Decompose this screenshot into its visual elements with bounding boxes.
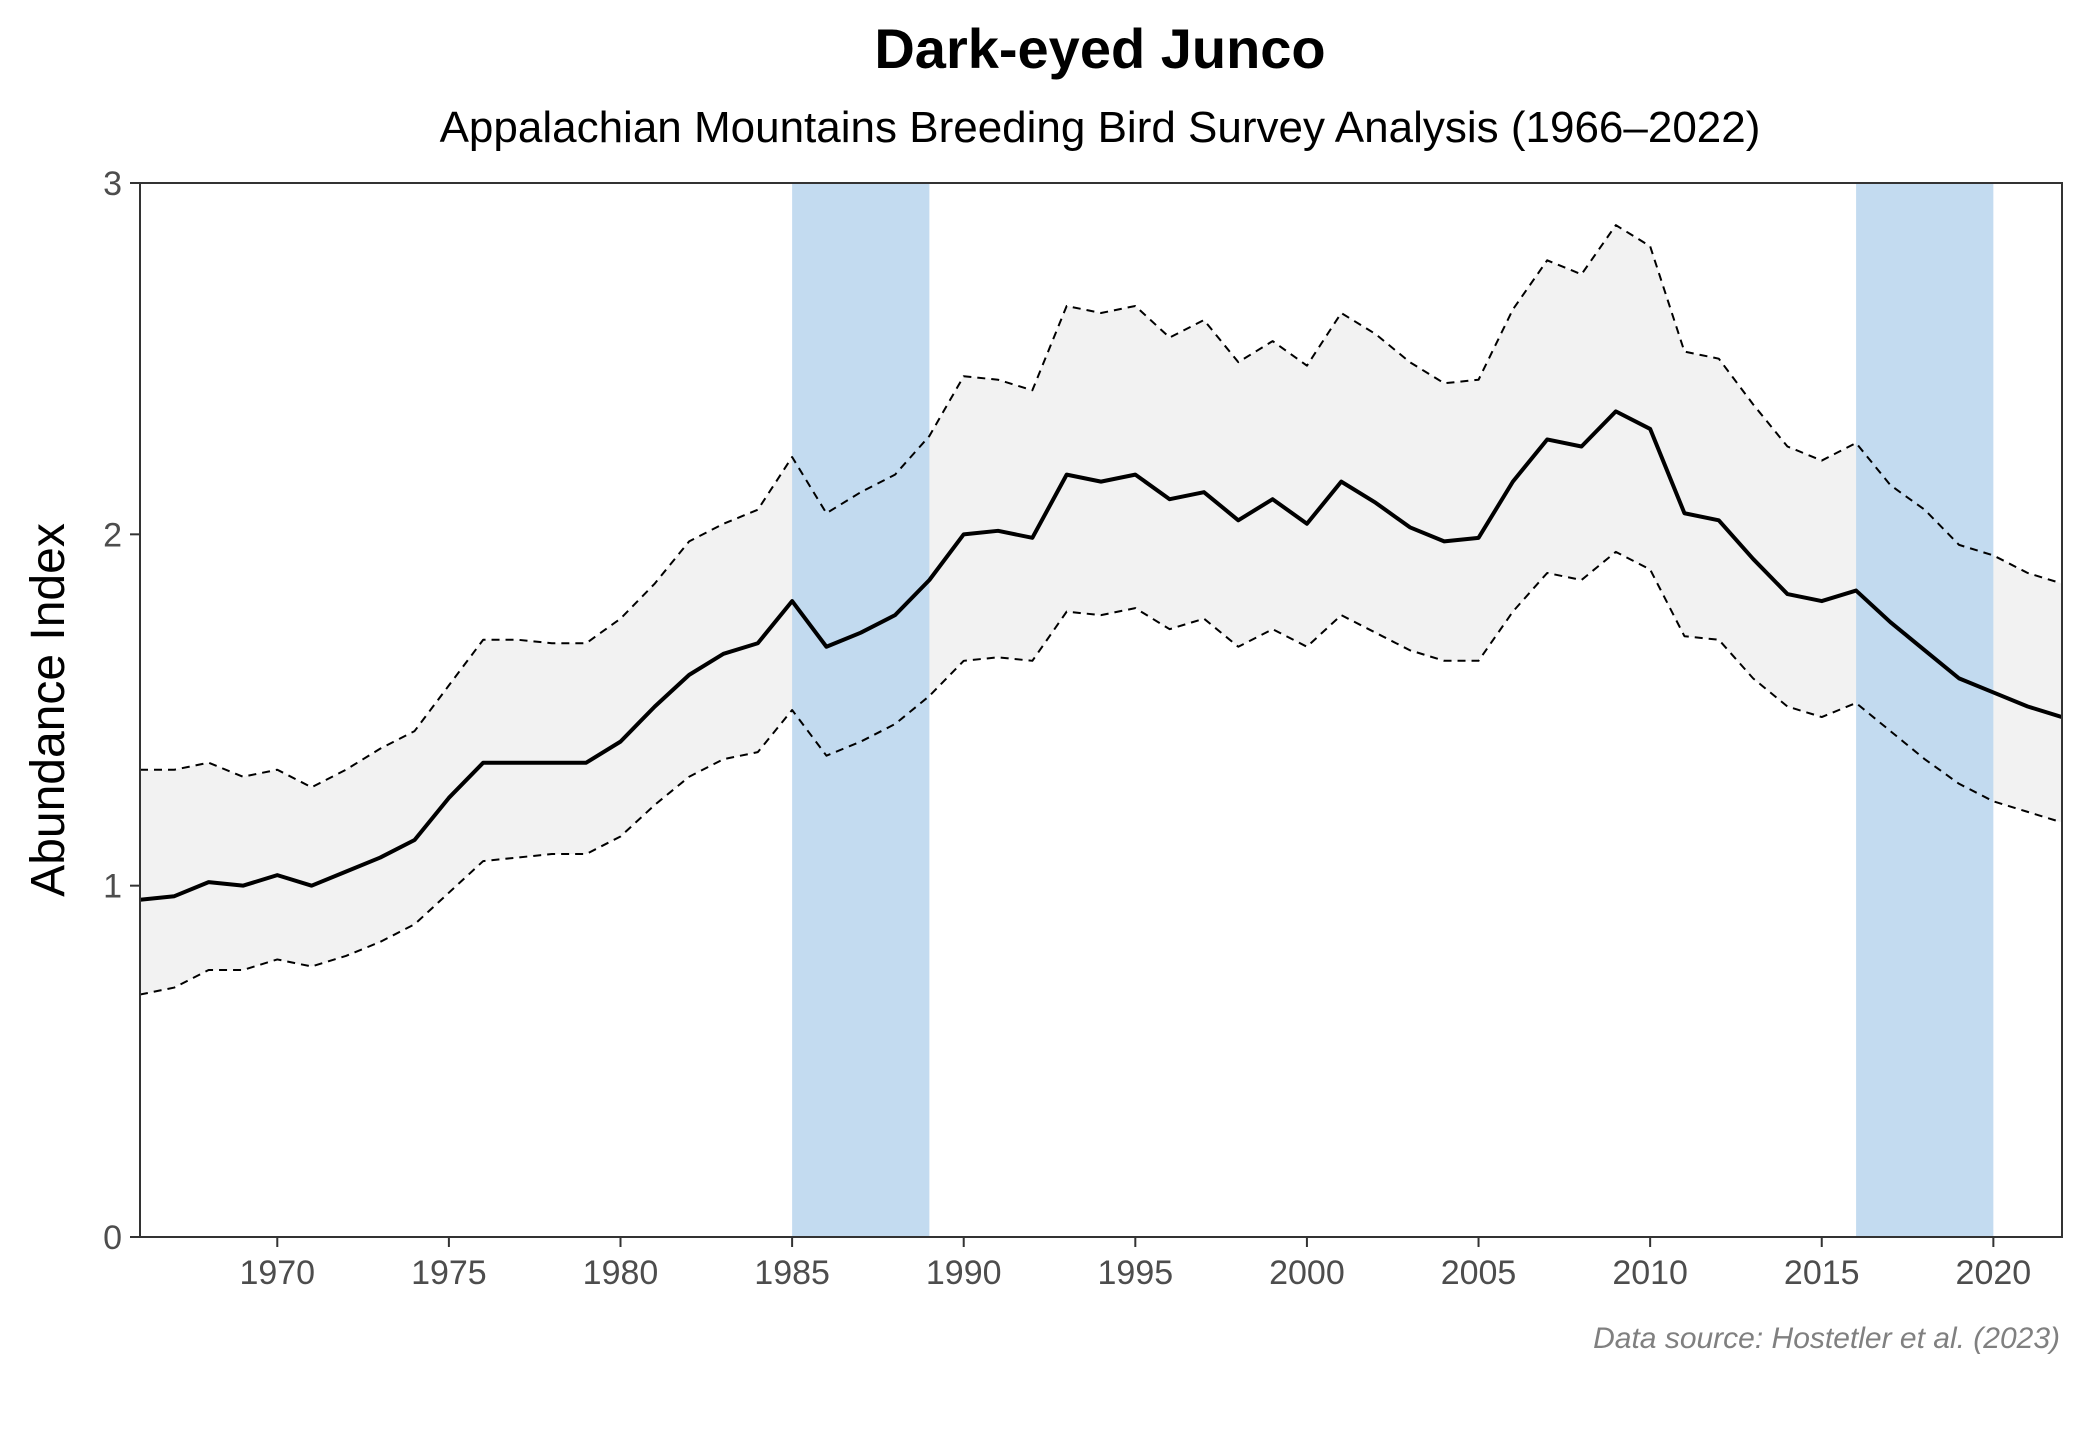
x-tick-label-1995: 1995 [1098,1254,1174,1292]
x-tick-label-2015: 2015 [1784,1254,1860,1292]
y-tick-label-3: 3 [103,165,122,203]
shaded-period-1 [792,183,930,1237]
confidence-band [140,225,2062,995]
x-tick-label-1975: 1975 [411,1254,487,1292]
data-source-caption: Data source: Hostetler et al. (2023) [1593,1322,2060,1355]
shaded-period-2 [1856,183,1994,1237]
x-tick-label-2005: 2005 [1441,1254,1517,1292]
abundance-index-line [140,409,2062,902]
x-tick-label-2010: 2010 [1612,1254,1688,1292]
chart-title: Dark-eyed Junco [874,17,1325,80]
x-tick-label-1980: 1980 [583,1254,659,1292]
y-tick-label-2: 2 [103,516,122,554]
y-tick-label-1: 1 [103,868,122,906]
x-tick-label-1970: 1970 [239,1254,315,1292]
x-tick-label-2020: 2020 [1956,1254,2032,1292]
plot-area: 1970 1975 1980 1985 1990 1995 2000 2005 2010 2015… [103,165,2063,1292]
y-axis-title: Abundance Index [22,523,75,897]
upper-ci-line [140,224,2062,789]
x-tick-label-1985: 1985 [754,1254,830,1292]
y-tick-label-0: 0 [103,1219,122,1257]
plot-border [139,182,2063,1238]
lower-ci-line [140,550,2062,996]
x-tick-label-1990: 1990 [926,1254,1002,1292]
chart-subtitle: Appalachian Mountains Breeding Bird Surv… [440,103,1761,152]
x-tick-label-2000: 2000 [1269,1254,1345,1292]
